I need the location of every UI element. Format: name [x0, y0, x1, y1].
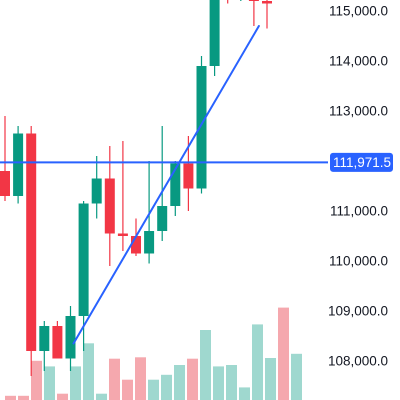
- price-line-tag: 111,971.5: [330, 152, 393, 172]
- candle-body: [248, 0, 259, 1]
- y-tick-label: 111,000.0: [330, 204, 388, 219]
- volume-bar: [265, 358, 276, 400]
- volume-bar: [187, 358, 198, 400]
- candle-body: [91, 178, 102, 204]
- candle-body: [26, 133, 37, 351]
- price-tag-label: 111,971.5: [333, 155, 391, 170]
- candle-body: [13, 133, 24, 196]
- y-tick-label: 110,000.0: [329, 254, 388, 269]
- candles: [0, 0, 272, 376]
- volume-bar: [252, 324, 263, 400]
- volume-bar: [291, 353, 302, 400]
- candle-body: [144, 231, 155, 254]
- candle-body: [262, 1, 272, 4]
- candle-body: [117, 233, 128, 236]
- volume-bar: [226, 365, 237, 400]
- candle-body: [78, 203, 89, 316]
- volume-bar: [213, 366, 224, 400]
- volume-bar: [148, 379, 159, 400]
- volume-bar: [5, 395, 16, 400]
- candle-body: [104, 178, 115, 234]
- volume-bar: [57, 393, 68, 400]
- candle-body: [183, 163, 194, 189]
- volume-bar: [161, 374, 172, 400]
- candle-body: [196, 66, 207, 189]
- y-tick-label: 109,000.0: [328, 304, 388, 319]
- volume-bar: [70, 366, 81, 400]
- volume-bar: [135, 357, 146, 400]
- volume-bar: [83, 343, 94, 400]
- candle-body: [209, 0, 220, 66]
- volume-bar: [18, 395, 29, 400]
- volume-bar: [122, 379, 133, 400]
- y-tick-label: 108,000.0: [328, 354, 388, 369]
- volume-bar: [109, 358, 120, 400]
- trend-line[interactable]: [72, 25, 260, 345]
- y-tick-label: 113,000.0: [329, 104, 388, 119]
- volume-bar: [278, 307, 289, 400]
- candle-body: [0, 171, 10, 196]
- candle-body: [39, 326, 50, 351]
- volume-bar: [96, 393, 107, 400]
- volume-bars: [5, 307, 302, 400]
- candle-body: [157, 206, 168, 231]
- candle-body: [65, 316, 76, 359]
- candle-body: [170, 163, 181, 206]
- volume-bar: [44, 366, 55, 400]
- price-axis[interactable]: 108,000.0109,000.0110,000.0111,000.0112,…: [328, 4, 388, 369]
- y-tick-label: 115,000.0: [329, 4, 388, 19]
- volume-bar: [239, 387, 250, 400]
- candle-body: [131, 236, 141, 254]
- volume-bar: [174, 365, 185, 400]
- volume-bar: [200, 330, 211, 400]
- candle-body: [52, 326, 63, 359]
- price-tag-background: [330, 152, 393, 172]
- volume-bar: [31, 360, 42, 400]
- y-tick-label: 114,000.0: [329, 54, 388, 69]
